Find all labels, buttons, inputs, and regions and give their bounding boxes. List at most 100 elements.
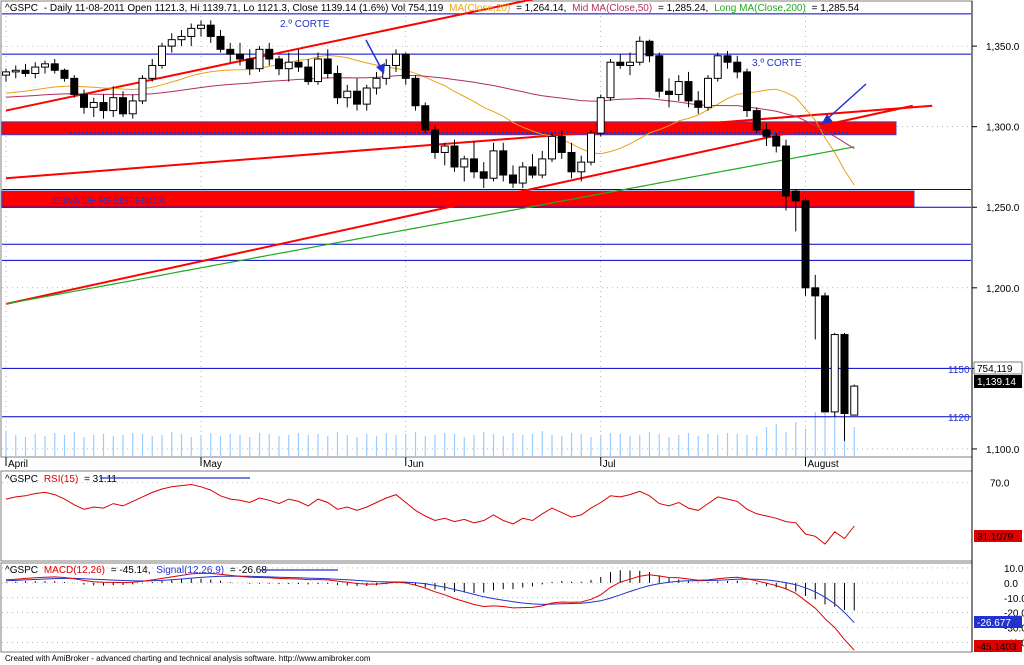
rsi-symbol: ^GSPC bbox=[5, 474, 38, 485]
header-info: - Daily 11-08-2011 Open 1121.3, Hi 1139.… bbox=[44, 3, 444, 14]
candle-body bbox=[294, 61, 303, 68]
candle-body bbox=[850, 385, 859, 416]
candle-body bbox=[411, 77, 420, 107]
candle-body bbox=[31, 66, 40, 75]
signal-badge-box bbox=[974, 616, 1022, 628]
close-badge: 1,139.14 bbox=[977, 377, 1016, 388]
candle-body bbox=[197, 24, 205, 29]
trendline bbox=[5, 0, 535, 112]
candle-body bbox=[684, 81, 693, 102]
ma20-label: MA(Close,20) bbox=[449, 3, 510, 14]
candle-body bbox=[255, 48, 264, 70]
candle-body bbox=[548, 135, 556, 160]
candle-body bbox=[99, 102, 108, 112]
candle-body bbox=[284, 61, 293, 70]
candle-body bbox=[752, 110, 761, 131]
ma50-line bbox=[5, 74, 855, 150]
candle-body bbox=[148, 64, 157, 79]
candle-body bbox=[314, 58, 322, 83]
candle-body bbox=[723, 55, 732, 63]
candle-body bbox=[304, 66, 313, 83]
candle-body bbox=[206, 24, 215, 37]
candle-body bbox=[830, 334, 839, 413]
rsi-badge-box bbox=[974, 530, 1022, 542]
price-tick-label: 1,100.0 bbox=[986, 445, 1020, 456]
candle-body bbox=[801, 200, 810, 289]
macd-symbol: ^GSPC bbox=[5, 565, 38, 576]
candle-body bbox=[470, 158, 478, 173]
candle-body bbox=[440, 145, 449, 153]
macd-tick-label: 0.0 bbox=[1004, 579, 1018, 590]
candle-body bbox=[80, 93, 88, 108]
rsi-panel bbox=[0, 470, 973, 562]
trendline bbox=[5, 104, 933, 180]
candle-body bbox=[323, 58, 332, 75]
svg-text:^GSPC RSI(15) = 31.11: ^GSPC RSI(15) = 31.11 bbox=[5, 474, 117, 485]
macd-tick-label: -30.0 bbox=[1004, 624, 1024, 635]
ma20-line bbox=[5, 54, 855, 186]
signal-value: = -26.68 bbox=[230, 565, 267, 576]
candle-body bbox=[772, 135, 781, 147]
macd-tick-label: -20.0 bbox=[1004, 609, 1024, 620]
candle-body bbox=[674, 81, 683, 95]
candle-body bbox=[782, 145, 790, 197]
candle-body bbox=[499, 150, 508, 176]
footer-credit: Created with AmiBroker - advanced charti… bbox=[5, 654, 371, 663]
candle-body bbox=[119, 97, 127, 115]
candle-body bbox=[577, 161, 586, 173]
rsi-line bbox=[5, 483, 855, 545]
candle-body bbox=[713, 55, 722, 79]
candle-body bbox=[21, 69, 30, 75]
candle-body bbox=[50, 63, 59, 71]
macd-badge: -45.1403 bbox=[977, 642, 1017, 653]
candle-body bbox=[665, 90, 673, 95]
candle-body bbox=[70, 77, 79, 95]
candle-body bbox=[791, 190, 800, 202]
volume-badge: 754,119 bbox=[977, 364, 1013, 375]
candle-body bbox=[128, 100, 137, 115]
candle-body bbox=[216, 35, 225, 50]
candle-body bbox=[158, 45, 166, 66]
candle-body bbox=[109, 97, 118, 112]
candle-body bbox=[606, 61, 615, 99]
header-symbol: ^GSPC bbox=[5, 3, 38, 14]
candle-body bbox=[645, 40, 654, 57]
candle-body bbox=[567, 151, 576, 173]
candle-body bbox=[392, 53, 400, 66]
price-tick-label: 1,200.0 bbox=[986, 284, 1020, 295]
month-label: Jul bbox=[603, 459, 616, 470]
candle-body bbox=[60, 69, 69, 79]
candle-body bbox=[401, 53, 410, 79]
signal-label: Signal(12,26,9) bbox=[156, 565, 224, 576]
volume-badge-box bbox=[973, 361, 1023, 375]
signal-badge: -26.677 bbox=[977, 618, 1011, 629]
macd-label: MACD(12,26) bbox=[44, 565, 105, 576]
candle-body bbox=[11, 69, 20, 73]
candle-body bbox=[89, 102, 98, 108]
candle-body bbox=[840, 334, 849, 414]
rsi-badge: 31.1079 bbox=[977, 532, 1014, 543]
annotation-corte3: 3.º CORTE bbox=[752, 58, 802, 69]
label-1150: 1150 bbox=[948, 365, 970, 376]
candle-body bbox=[557, 135, 566, 153]
rsi-value: = 31.11 bbox=[84, 474, 117, 485]
candle-body bbox=[226, 48, 235, 55]
candle-body bbox=[616, 61, 625, 66]
candle-body bbox=[509, 174, 517, 184]
candle-body bbox=[431, 129, 439, 153]
arrow-corte3-icon bbox=[821, 83, 867, 125]
month-label: April bbox=[8, 459, 28, 470]
candle-body bbox=[743, 71, 751, 112]
candle-body bbox=[41, 63, 49, 68]
candle-body bbox=[655, 55, 664, 92]
candle-body bbox=[275, 58, 283, 70]
candle-body bbox=[245, 58, 254, 70]
ma200-line bbox=[5, 146, 855, 305]
macd-panel bbox=[0, 562, 973, 653]
ma200-value: = 1,285.54 bbox=[812, 3, 860, 14]
candle-body bbox=[821, 295, 829, 413]
candle-body bbox=[236, 53, 244, 60]
ma50-label: Mid MA(Close,50) bbox=[572, 3, 652, 14]
label-1120: 1120 bbox=[948, 413, 970, 424]
